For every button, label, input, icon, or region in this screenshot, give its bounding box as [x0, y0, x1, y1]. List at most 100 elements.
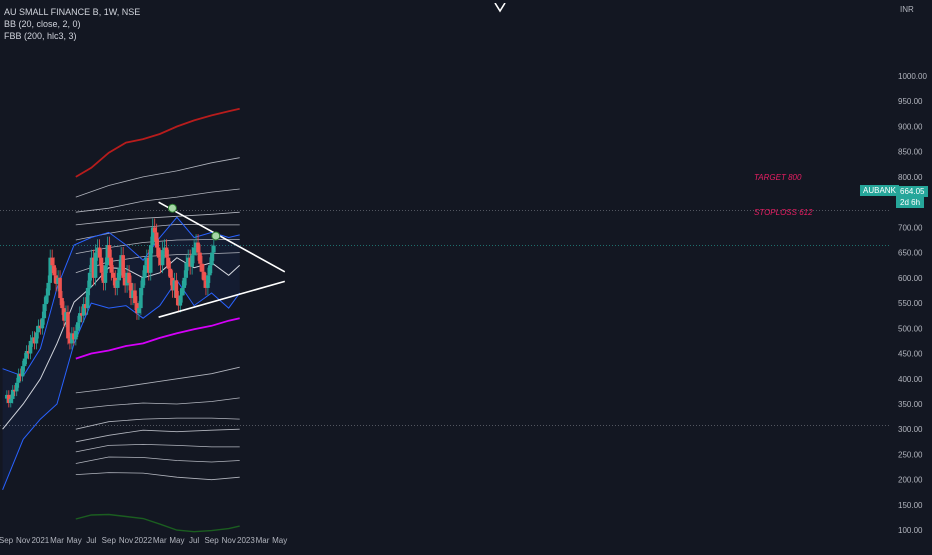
- candle: [16, 368, 21, 388]
- x-tick-label: 2023: [237, 536, 255, 545]
- candle-body: [42, 304, 47, 319]
- candle-body: [135, 303, 139, 314]
- candle: [62, 301, 66, 328]
- price-axis[interactable]: 1000.00950.00900.00850.00800.00750.00700…: [898, 72, 927, 555]
- candle: [115, 272, 120, 296]
- candle-body: [70, 333, 74, 344]
- candle-body: [180, 287, 185, 296]
- y-tick-label: 350.00: [898, 400, 923, 409]
- ticker-label: AUBANK: [860, 185, 899, 196]
- candle: [152, 218, 157, 242]
- candle: [143, 257, 147, 286]
- x-tick-label: Jul: [189, 536, 199, 545]
- candle: [68, 332, 72, 350]
- indicator-fbb[interactable]: FBB (200, hlc3, 3): [4, 31, 77, 41]
- candle-body: [210, 252, 214, 266]
- candle-body: [68, 338, 72, 344]
- candle-body: [141, 277, 145, 288]
- stoploss-label[interactable]: STOPLOSS 612: [754, 208, 813, 217]
- candle-body: [72, 333, 76, 340]
- x-tick-label: May: [67, 536, 82, 545]
- candle: [196, 234, 200, 261]
- last-price-badge[interactable]: AUBANK: [860, 185, 902, 196]
- candle: [146, 249, 151, 281]
- y-tick-label: 400.00: [898, 375, 923, 384]
- candle: [158, 249, 163, 274]
- candle-body: [121, 255, 125, 278]
- candle-body: [129, 282, 133, 299]
- trendline-descending-resistance: [158, 201, 286, 273]
- candle-body: [28, 340, 33, 354]
- candle: [83, 297, 88, 315]
- candle: [14, 377, 19, 397]
- candle: [52, 257, 56, 283]
- time-axis[interactable]: Sep Nov 2021 Mar May Jul Sep Nov 2022 Mar May Jul Se…: [0, 536, 287, 545]
- candle-body: [52, 265, 56, 276]
- candle-body: [58, 277, 62, 299]
- candle-body: [125, 272, 129, 286]
- candle: [139, 280, 143, 315]
- candle-body: [81, 304, 86, 316]
- x-tick-label: Nov: [222, 536, 236, 545]
- trendlines[interactable]: [158, 201, 286, 318]
- candle-body: [115, 280, 120, 288]
- candle-body: [7, 394, 11, 403]
- candle-body: [105, 245, 110, 266]
- y-tick-label: 900.00: [898, 122, 923, 131]
- candle-body: [186, 257, 190, 263]
- candle-body: [150, 227, 155, 246]
- candle-body: [123, 277, 127, 286]
- candle-body: [87, 272, 92, 288]
- candle-body: [62, 308, 66, 321]
- candle: [103, 257, 108, 291]
- candle: [182, 270, 187, 296]
- candle-body: [95, 247, 100, 253]
- candle-body: [137, 308, 141, 314]
- y-tick-label: 800.00: [898, 173, 923, 182]
- candle: [72, 327, 76, 346]
- candle: [101, 265, 106, 291]
- candle-body: [89, 257, 94, 273]
- candle: [178, 288, 183, 313]
- candle-body: [198, 252, 202, 264]
- candle: [117, 259, 122, 288]
- series-fbb-level-h: [75, 397, 240, 410]
- candle: [121, 246, 125, 286]
- candles[interactable]: [5, 218, 216, 408]
- candle: [137, 301, 141, 320]
- horizontal-levels: [0, 210, 890, 426]
- candle: [107, 236, 112, 266]
- candle: [133, 283, 137, 311]
- x-tick-label: Mar: [50, 536, 64, 545]
- candle-body: [156, 247, 161, 258]
- candle-body: [178, 295, 183, 306]
- y-tick-label: 950.00: [898, 97, 923, 106]
- x-tick-label: 2022: [134, 536, 152, 545]
- candle-body: [204, 280, 208, 288]
- candle-body: [83, 304, 88, 309]
- candle-body: [16, 373, 21, 383]
- series-bb-upper: [2, 216, 240, 377]
- indicator-toggle-icon[interactable]: [492, 0, 508, 13]
- series-fbb-level-a: [75, 157, 240, 198]
- candle-body: [107, 245, 112, 258]
- candle: [111, 265, 116, 286]
- candle: [76, 315, 80, 338]
- touch-point-marker: [167, 203, 177, 213]
- candle-body: [22, 358, 27, 367]
- trendline-ascending-support: [158, 280, 286, 318]
- candle-body: [77, 313, 82, 323]
- chart-legend[interactable]: AU SMALL FINANCE B, 1W, NSE BB (20, clos…: [4, 6, 140, 42]
- candle-body: [208, 265, 212, 276]
- candle: [180, 280, 185, 303]
- indicator-bb[interactable]: BB (20, close, 2, 0): [4, 19, 81, 29]
- series-bb-basis: [2, 257, 241, 430]
- candle-body: [111, 272, 116, 278]
- symbol-title[interactable]: AU SMALL FINANCE B, 1W, NSE: [4, 7, 141, 17]
- target-label[interactable]: TARGET 800: [754, 173, 802, 182]
- candle: [150, 218, 155, 254]
- candle-body: [32, 337, 37, 344]
- candle-body: [145, 257, 149, 266]
